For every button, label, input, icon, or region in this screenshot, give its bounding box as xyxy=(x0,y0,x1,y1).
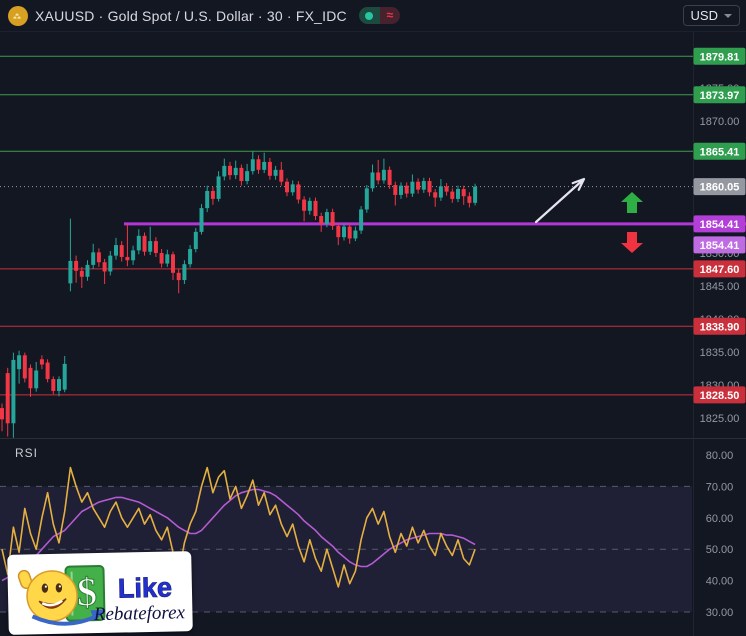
currency-value: USD xyxy=(690,8,718,23)
svg-text:$: $ xyxy=(77,569,98,614)
chart-header: XAUUSD · Gold Spot / U.S. Dollar · 30 · … xyxy=(0,0,746,32)
chevron-down-icon xyxy=(724,13,732,18)
down-block-arrow[interactable] xyxy=(621,232,643,253)
gold-symbol-icon xyxy=(8,5,28,26)
trend-arrow[interactable] xyxy=(534,177,586,224)
svg-text:1825.00: 1825.00 xyxy=(700,413,740,425)
svg-text:1835.00: 1835.00 xyxy=(700,347,740,359)
svg-text:80.00: 80.00 xyxy=(706,450,734,462)
dollar-book-icon: $ xyxy=(64,565,106,622)
rsi-indicator-label[interactable]: RSI xyxy=(15,446,39,460)
svg-text:40.00: 40.00 xyxy=(706,576,734,588)
svg-text:60.00: 60.00 xyxy=(706,513,734,525)
svg-text:1854.41: 1854.41 xyxy=(700,219,740,231)
swoosh-arrow-icon xyxy=(31,609,106,626)
logo-text-rebateforex: Rebateforex xyxy=(93,602,186,625)
svg-text:1847.60: 1847.60 xyxy=(700,264,740,276)
market-open-dot-icon xyxy=(358,7,380,24)
svg-text:1845.00: 1845.00 xyxy=(700,281,740,293)
svg-text:1854.41: 1854.41 xyxy=(700,240,740,252)
rsi-axis-ticks: 80.00 70.00 60.00 50.00 40.00 30.00 xyxy=(706,450,734,619)
svg-text:1879.81: 1879.81 xyxy=(700,51,740,63)
svg-text:70.00: 70.00 xyxy=(706,481,734,493)
level-lines[interactable] xyxy=(0,55,746,396)
market-status-toggle[interactable]: ≈ xyxy=(358,7,400,24)
approx-price-icon: ≈ xyxy=(379,7,400,24)
svg-text:1860.05: 1860.05 xyxy=(700,182,740,194)
smiley-thumbs-up-icon xyxy=(17,569,78,622)
svg-text:50.00: 50.00 xyxy=(706,544,734,556)
symbol-title[interactable]: XAUUSD · Gold Spot / U.S. Dollar · 30 · … xyxy=(35,7,347,24)
svg-text:1873.97: 1873.97 xyxy=(700,90,740,102)
svg-text:1828.50: 1828.50 xyxy=(700,390,740,402)
svg-text:1865.41: 1865.41 xyxy=(700,146,740,158)
up-block-arrow[interactable] xyxy=(621,192,643,213)
svg-text:1870.00: 1870.00 xyxy=(700,116,740,128)
price-axis-badges: 1879.81 1873.97 1865.41 1860.05 1854.41 1854.… xyxy=(693,47,746,404)
logo-text-like: Like xyxy=(118,572,173,603)
svg-text:30.00: 30.00 xyxy=(706,607,734,619)
rsi-line xyxy=(1,466,476,588)
price-axis-ticks: 1875.001870.001850.001845.001840.001835.… xyxy=(700,83,740,425)
svg-text:1838.90: 1838.90 xyxy=(700,321,740,333)
currency-dropdown[interactable]: USD xyxy=(682,5,740,26)
candles xyxy=(0,151,478,438)
rebateforex-logo: $ Like Rebateforex xyxy=(7,551,193,635)
